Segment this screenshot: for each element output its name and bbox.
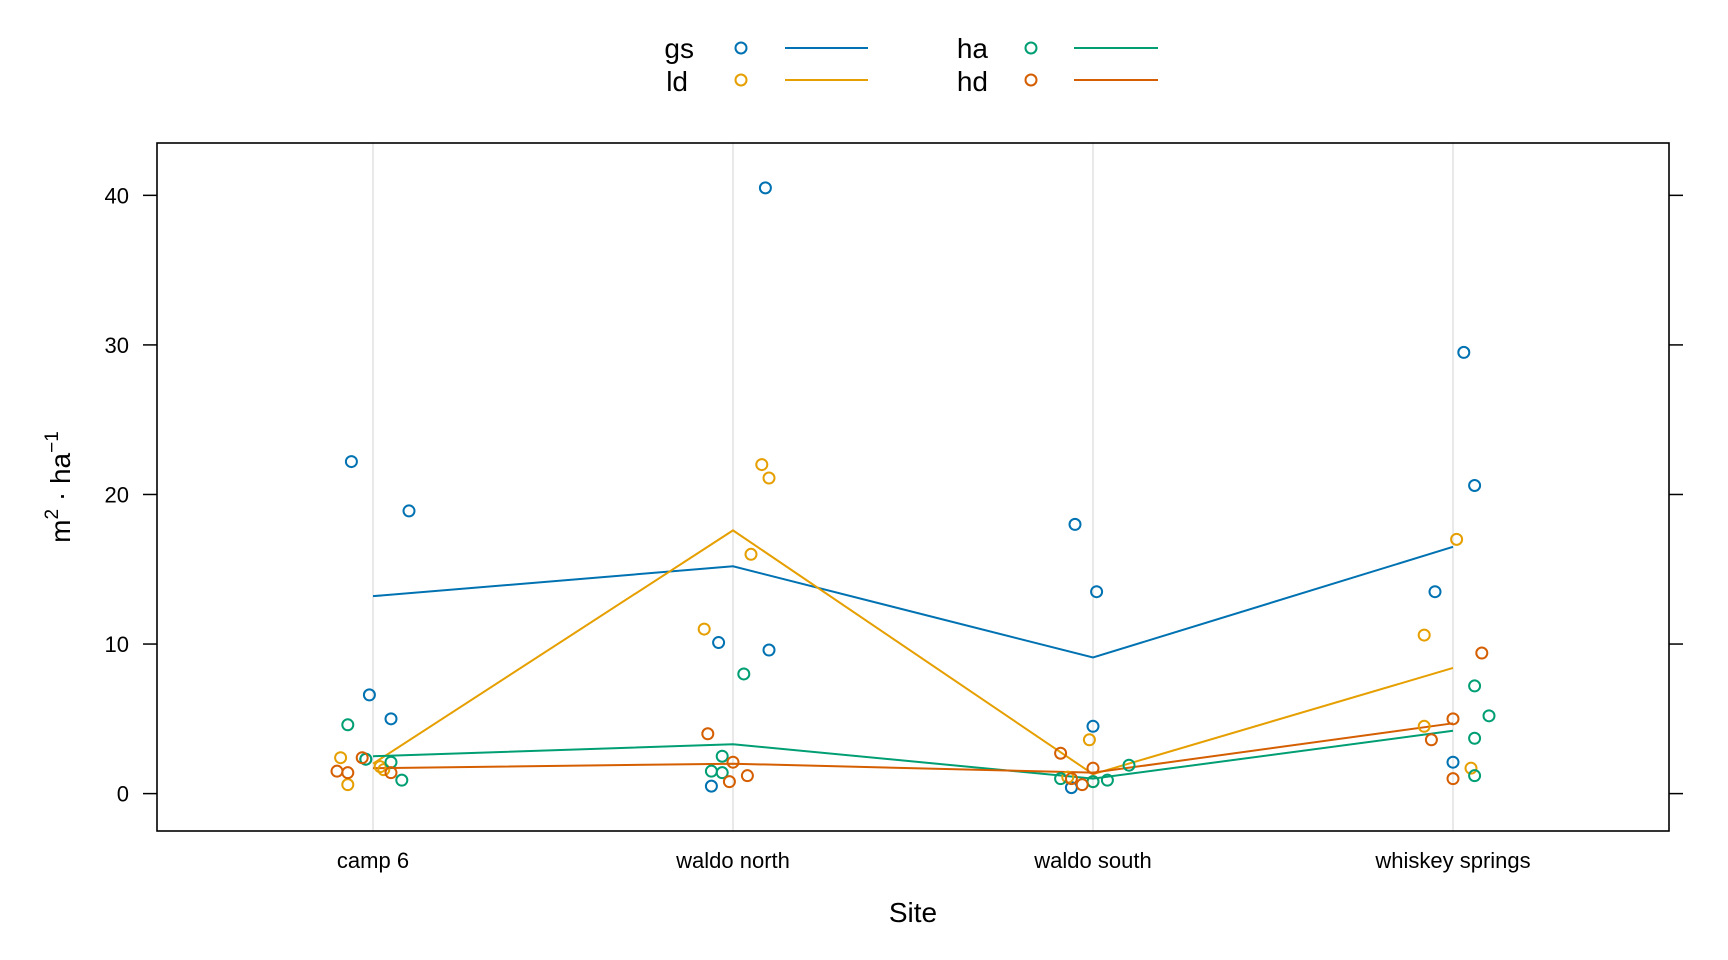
y-tick-label: 40 [105, 183, 129, 208]
data-point-ld [697, 622, 711, 636]
data-point-ha [1100, 773, 1114, 787]
mean-line-ld [372, 529, 1454, 776]
data-point-gs [1457, 345, 1471, 359]
data-point-gs [758, 181, 772, 195]
data-point-ld [1417, 719, 1431, 733]
legend: gs ld ha hd [664, 33, 1158, 97]
data-point-ld [1082, 733, 1096, 747]
legend-entry-ha: ha [957, 33, 1158, 64]
data-point-ha [1468, 731, 1482, 745]
y-tick-label: 20 [105, 482, 129, 507]
y-tick-label: 0 [117, 782, 129, 807]
legend-point-gs [734, 41, 748, 55]
data-point-hd [355, 751, 369, 765]
data-point-ha [715, 749, 729, 763]
series-ld [372, 529, 1454, 776]
y-axis-unit-m: m [45, 519, 76, 542]
legend-point-ld [734, 73, 748, 87]
data-point-ld [377, 763, 391, 777]
data-point-gs [1428, 585, 1442, 599]
data-point-gs [344, 455, 358, 469]
mean-line-gs [372, 545, 1454, 659]
x-axis-title: Site [889, 897, 937, 928]
data-point-hd [1446, 712, 1460, 726]
data-point-ld [762, 471, 776, 485]
data-point-hd [1086, 761, 1100, 775]
legend-point-hd [1024, 73, 1038, 87]
y-tick-label: 10 [105, 632, 129, 657]
data-point-ld [744, 547, 758, 561]
data-point-hd [1424, 733, 1438, 747]
series-ha [372, 729, 1454, 780]
data-point-hd [1064, 772, 1078, 786]
data-point-gs [384, 712, 398, 726]
y-axis-unit-ha-exponent: −1 [42, 431, 63, 453]
points-hd [330, 646, 1489, 792]
y-axis-unit-dot: · [45, 484, 76, 509]
data-point-ld [1464, 761, 1478, 775]
series-layer [330, 181, 1496, 795]
y-axis-unit-ha: ha [45, 452, 76, 484]
y-axis-unit-m-exponent: 2 [42, 509, 63, 520]
data-point-ha [1482, 709, 1496, 723]
data-point-gs [762, 643, 776, 657]
data-point-gs [712, 636, 726, 650]
data-point-hd [341, 766, 355, 780]
x-tick-label: waldo north [675, 848, 790, 873]
y-tick-label: 30 [105, 333, 129, 358]
legend-entry-ld: ld [666, 66, 868, 97]
data-point-hd [701, 727, 715, 741]
data-point-ha [341, 718, 355, 732]
data-point-ha [737, 667, 751, 681]
data-point-gs [1468, 479, 1482, 493]
legend-entry-gs: gs [664, 33, 868, 64]
data-point-hd [1475, 646, 1489, 660]
y-axis-title-text: m2 · ha−1 [42, 431, 76, 543]
data-point-gs [1446, 755, 1460, 769]
data-point-gs [1068, 517, 1082, 531]
x-tick-label: waldo south [1033, 848, 1151, 873]
legend-point-ha [1024, 41, 1038, 55]
grid [372, 143, 1454, 831]
mean-line-hd [372, 722, 1454, 774]
data-point-hd [726, 755, 740, 769]
data-point-ha [1122, 758, 1136, 772]
legend-entry-hd: hd [957, 66, 1158, 97]
data-point-ld [334, 751, 348, 765]
data-point-hd [384, 766, 398, 780]
series-hd [372, 722, 1454, 774]
data-point-gs [402, 504, 416, 518]
legend-label-hd: hd [957, 66, 988, 97]
data-point-gs [1086, 719, 1100, 733]
axis-ticks: camp 6 waldo north waldo south whiskey spri… [105, 183, 1683, 873]
plot-frame [156, 142, 1670, 832]
x-tick-label: camp 6 [337, 848, 409, 873]
x-tick-label: whiskey springs [1374, 848, 1530, 873]
data-point-gs [704, 779, 718, 793]
data-point-ha [1468, 679, 1482, 693]
data-point-hd [740, 769, 754, 783]
data-point-ha [1468, 769, 1482, 783]
legend-label-gs: gs [664, 33, 694, 64]
data-point-hd [1075, 778, 1089, 792]
series-gs [372, 545, 1454, 659]
data-point-ld [755, 458, 769, 472]
data-point-ld [373, 760, 387, 774]
legend-label-ld: ld [666, 66, 688, 97]
data-point-ha [715, 766, 729, 780]
data-point-gs [1090, 585, 1104, 599]
data-point-ha [395, 773, 409, 787]
data-point-gs [362, 688, 376, 702]
data-point-hd [1446, 772, 1460, 786]
data-point-hd [722, 775, 736, 789]
data-point-hd [1054, 746, 1068, 760]
legend-label-ha: ha [957, 33, 989, 64]
data-point-ld [1450, 532, 1464, 546]
data-point-ld [1417, 628, 1431, 642]
mean-line-ha [372, 729, 1454, 780]
y-axis-title: m2 · ha−1 [42, 431, 76, 543]
